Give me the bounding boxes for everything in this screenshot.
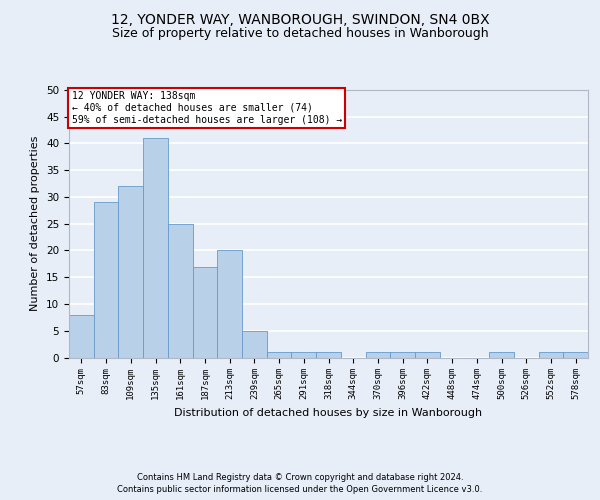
Y-axis label: Number of detached properties: Number of detached properties [31, 136, 40, 312]
Text: Size of property relative to detached houses in Wanborough: Size of property relative to detached ho… [112, 28, 488, 40]
Bar [539, 352, 563, 358]
Text: Contains public sector information licensed under the Open Government Licence v3: Contains public sector information licen… [118, 485, 482, 494]
Bar [365, 352, 390, 358]
X-axis label: Distribution of detached houses by size in Wanborough: Distribution of detached houses by size … [175, 408, 482, 418]
Bar [193, 266, 217, 358]
Bar [242, 331, 267, 357]
Bar [267, 352, 292, 358]
Bar [94, 202, 118, 358]
Bar [168, 224, 193, 358]
Bar [69, 314, 94, 358]
Bar [292, 352, 316, 358]
Bar [415, 352, 440, 358]
Bar [390, 352, 415, 358]
Text: 12 YONDER WAY: 138sqm
← 40% of detached houses are smaller (74)
59% of semi-deta: 12 YONDER WAY: 138sqm ← 40% of detached … [71, 92, 342, 124]
Bar [217, 250, 242, 358]
Bar [118, 186, 143, 358]
Text: 12, YONDER WAY, WANBOROUGH, SWINDON, SN4 0BX: 12, YONDER WAY, WANBOROUGH, SWINDON, SN4… [110, 12, 490, 26]
Bar [316, 352, 341, 358]
Bar [143, 138, 168, 358]
Text: Contains HM Land Registry data © Crown copyright and database right 2024.: Contains HM Land Registry data © Crown c… [137, 472, 463, 482]
Bar [563, 352, 588, 358]
Bar [489, 352, 514, 358]
